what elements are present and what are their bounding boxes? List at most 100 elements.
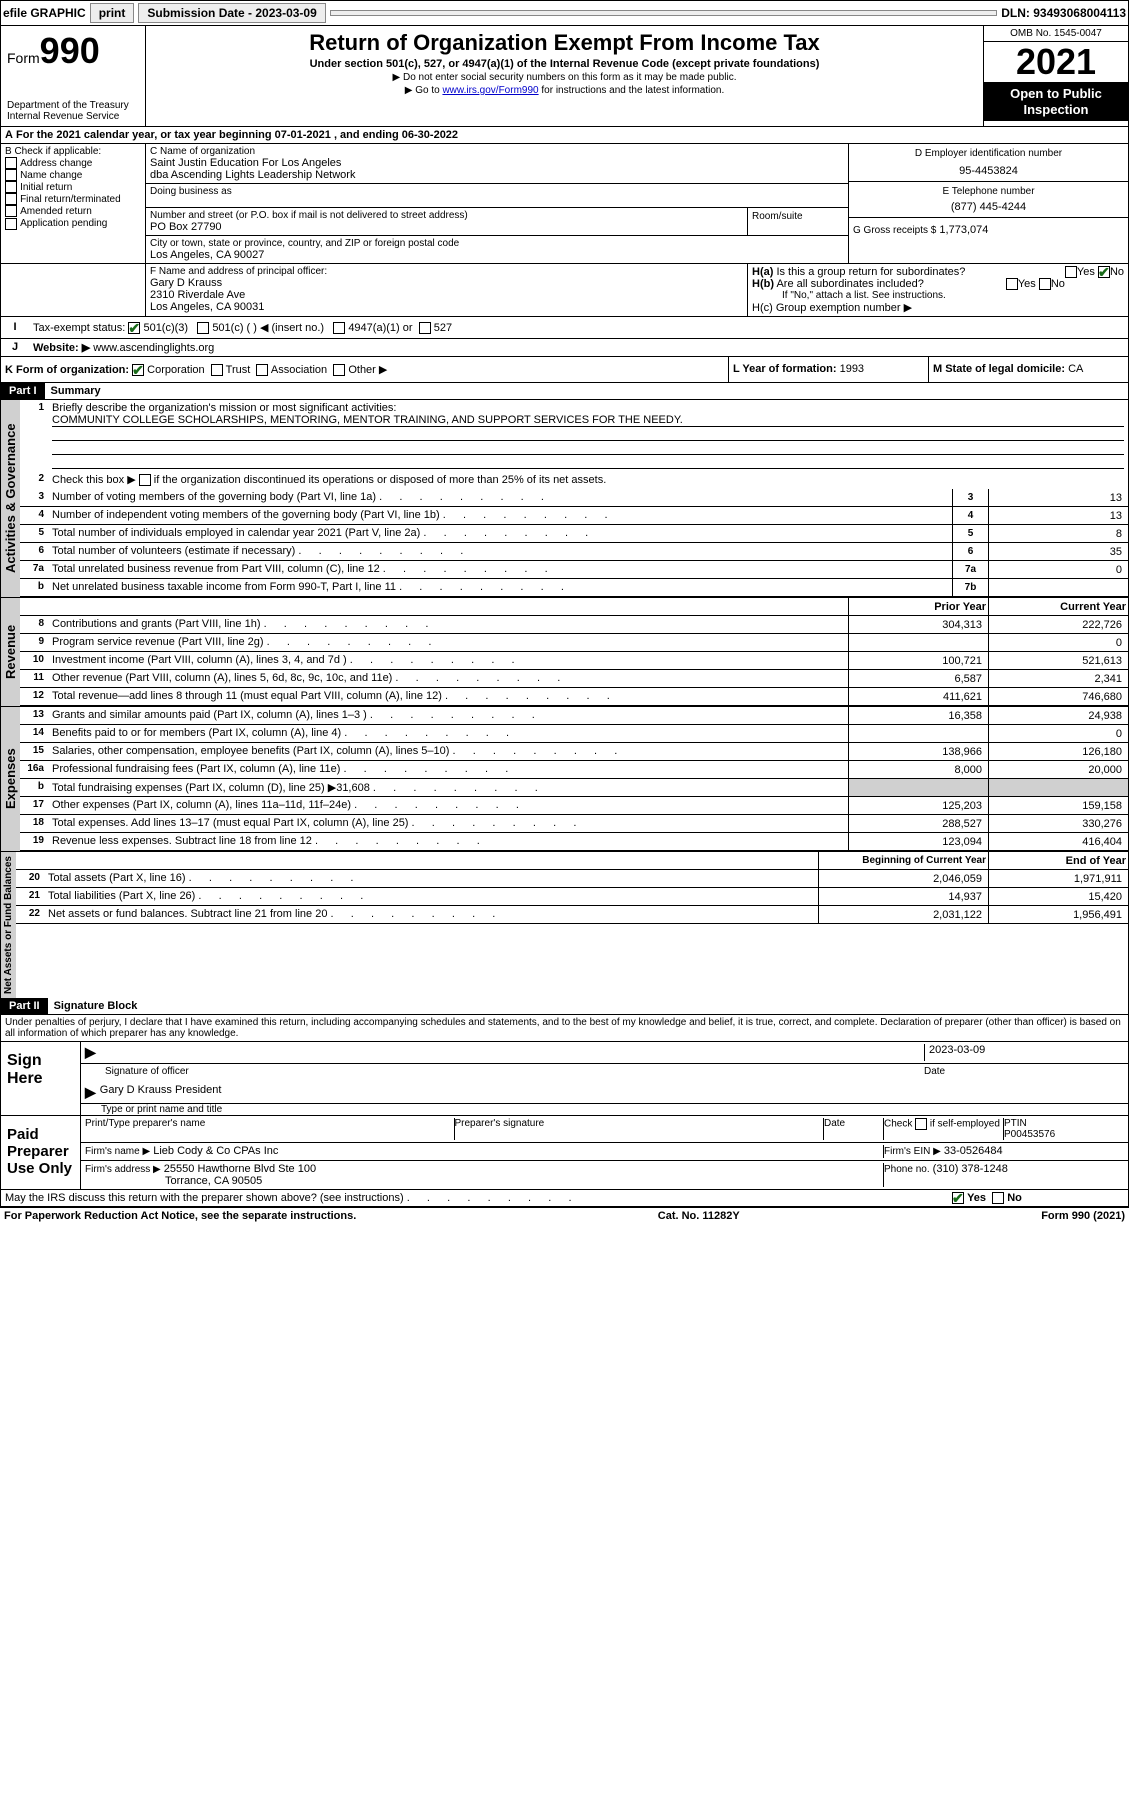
boxD-label: D Employer identification number (853, 148, 1124, 159)
org-name2: dba Ascending Lights Leadership Network (150, 169, 844, 181)
data-line: 18Total expenses. Add lines 13–17 (must … (20, 815, 1128, 833)
check-discontinued[interactable] (139, 474, 151, 486)
paid-preparer-label: Paid Preparer Use Only (1, 1116, 81, 1189)
sig-date-val: 2023-03-09 (924, 1044, 1124, 1061)
topbar: efile GRAPHIC print Submission Date - 20… (0, 0, 1129, 26)
check-501c[interactable] (197, 322, 209, 334)
submission-date: Submission Date - 2023-03-09 (138, 3, 325, 23)
gov-line: 3Number of voting members of the governi… (20, 489, 1128, 507)
col-end: End of Year (988, 852, 1128, 869)
expenses-vlabel: Expenses (1, 707, 20, 851)
tax-year: 2021 (984, 42, 1128, 82)
Hb-row: H(b) Are all subordinates included? Yes … (752, 278, 1124, 290)
part2-header: Part II (1, 998, 48, 1014)
check-final-return[interactable]: Final return/terminated (5, 193, 141, 205)
firm-addr-label: Firm's address ▶ (85, 1164, 161, 1175)
officer-addr: 2310 Riverdale Ave (150, 289, 743, 301)
gov-line: 6Total number of volunteers (estimate if… (20, 543, 1128, 561)
Hb-no[interactable] (1039, 278, 1051, 290)
data-line: 21Total liabilities (Part X, line 26) 14… (16, 888, 1128, 906)
gov-line: 7aTotal unrelated business revenue from … (20, 561, 1128, 579)
website-label: Website: ▶ (33, 342, 90, 354)
part1-title: Summary (45, 385, 101, 397)
check-amended[interactable]: Amended return (5, 205, 141, 217)
boxE-label: E Telephone number (853, 186, 1124, 197)
boxM-label: M State of legal domicile: (933, 363, 1065, 375)
Ha-no[interactable] (1098, 266, 1110, 278)
boxG-label: G Gross receipts $ (853, 225, 936, 236)
check-application-pending[interactable]: Application pending (5, 217, 141, 229)
part2-title: Signature Block (48, 1000, 138, 1012)
boxK-label: K Form of organization: (5, 364, 129, 376)
netassets-section: Net Assets or Fund Balances Beginning of… (0, 851, 1129, 998)
ein-value: 95-4453824 (853, 165, 1124, 177)
check-self-employed[interactable]: Check if self-employed (884, 1118, 1004, 1140)
print-button[interactable]: print (90, 3, 135, 23)
discuss-row: May the IRS discuss this return with the… (0, 1190, 1129, 1207)
governance-vlabel: Activities & Governance (1, 400, 20, 597)
dba-label: Doing business as (150, 186, 844, 197)
expenses-section: Expenses 13Grants and similar amounts pa… (0, 706, 1129, 851)
row-I: I (1, 317, 29, 338)
check-initial-return[interactable]: Initial return (5, 181, 141, 193)
Ha-yes[interactable] (1065, 266, 1077, 278)
tax-exempt-label: Tax-exempt status: (33, 322, 125, 334)
form-label: Form (7, 50, 40, 66)
form-subtitle: Under section 501(c), 527, or 4947(a)(1)… (154, 58, 975, 70)
discuss-no[interactable] (992, 1192, 1004, 1204)
form-number: 990 (40, 30, 100, 71)
efile-label: efile GRAPHIC (3, 6, 86, 20)
data-line: 22Net assets or fund balances. Subtract … (16, 906, 1128, 924)
data-line: bTotal fundraising expenses (Part IX, co… (20, 779, 1128, 797)
Hb-note: If "No," attach a list. See instructions… (752, 290, 1124, 301)
dln-label: DLN: 93493068004113 (1001, 6, 1126, 20)
header-note2: ▶ Go to www.irs.gov/Form990 for instruct… (154, 85, 975, 96)
check-527[interactable] (419, 322, 431, 334)
firm-ein-label: Firm's EIN ▶ (884, 1146, 941, 1157)
data-line: 20Total assets (Part X, line 16) 2,046,0… (16, 870, 1128, 888)
data-line: 13Grants and similar amounts paid (Part … (20, 707, 1128, 725)
check-corp[interactable] (132, 364, 144, 376)
mission-label: Briefly describe the organization's miss… (52, 402, 396, 414)
org-address: PO Box 27790 (150, 221, 743, 233)
irs-link[interactable]: www.irs.gov/Form990 (442, 85, 538, 96)
check-assoc[interactable] (256, 364, 268, 376)
identity-block: B Check if applicable: Address change Na… (0, 144, 1129, 264)
check-address-change[interactable]: Address change (5, 157, 141, 169)
data-line: 19Revenue less expenses. Subtract line 1… (20, 833, 1128, 851)
form-header: Form990 Department of the TreasuryIntern… (0, 26, 1129, 127)
klm-row: K Form of organization: Corporation Trus… (0, 357, 1129, 383)
revenue-section: Revenue Prior Year Current Year 8Contrib… (0, 597, 1129, 706)
boxL-label: L Year of formation: (733, 363, 837, 375)
governance-section: Activities & Governance 1 Briefly descri… (0, 400, 1129, 597)
check-name-change[interactable]: Name change (5, 169, 141, 181)
status-website-row: I Tax-exempt status: 501(c)(3) 501(c) ( … (0, 317, 1129, 339)
sig-officer-label: Signature of officer (85, 1066, 924, 1080)
discuss-yes[interactable] (952, 1192, 964, 1204)
form-number-block: Form990 (7, 30, 139, 72)
data-line: 12Total revenue—add lines 8 through 11 (… (20, 688, 1128, 706)
Hb-yes[interactable] (1006, 278, 1018, 290)
data-line: 17Other expenses (Part IX, column (A), l… (20, 797, 1128, 815)
omb-number: OMB No. 1545-0047 (984, 26, 1128, 42)
form-title: Return of Organization Exempt From Incom… (154, 30, 975, 56)
check-trust[interactable] (211, 364, 223, 376)
data-line: 9Program service revenue (Part VIII, lin… (20, 634, 1128, 652)
sig-date-label: Date (924, 1066, 1124, 1080)
officer-group-row: F Name and address of principal officer:… (0, 264, 1129, 317)
discuss-text: May the IRS discuss this return with the… (5, 1192, 404, 1204)
firm-ein: 33-0526484 (944, 1145, 1003, 1157)
check-other[interactable] (333, 364, 345, 376)
check-501c3[interactable] (128, 322, 140, 334)
footer-right: Form 990 (2021) (1041, 1210, 1125, 1222)
header-note1: ▶ Do not enter social security numbers o… (154, 72, 975, 83)
gov-line: bNet unrelated business taxable income f… (20, 579, 1128, 597)
prep-name-label: Print/Type preparer's name (85, 1118, 455, 1140)
prep-sig-label: Preparer's signature (455, 1118, 825, 1140)
prep-date-label: Date (824, 1118, 884, 1140)
check-4947[interactable] (333, 322, 345, 334)
gov-line: 5Total number of individuals employed in… (20, 525, 1128, 543)
firm-addr2: Torrance, CA 90505 (85, 1175, 262, 1187)
domicile: CA (1068, 363, 1083, 375)
phone-value: (877) 445-4244 (853, 201, 1124, 213)
